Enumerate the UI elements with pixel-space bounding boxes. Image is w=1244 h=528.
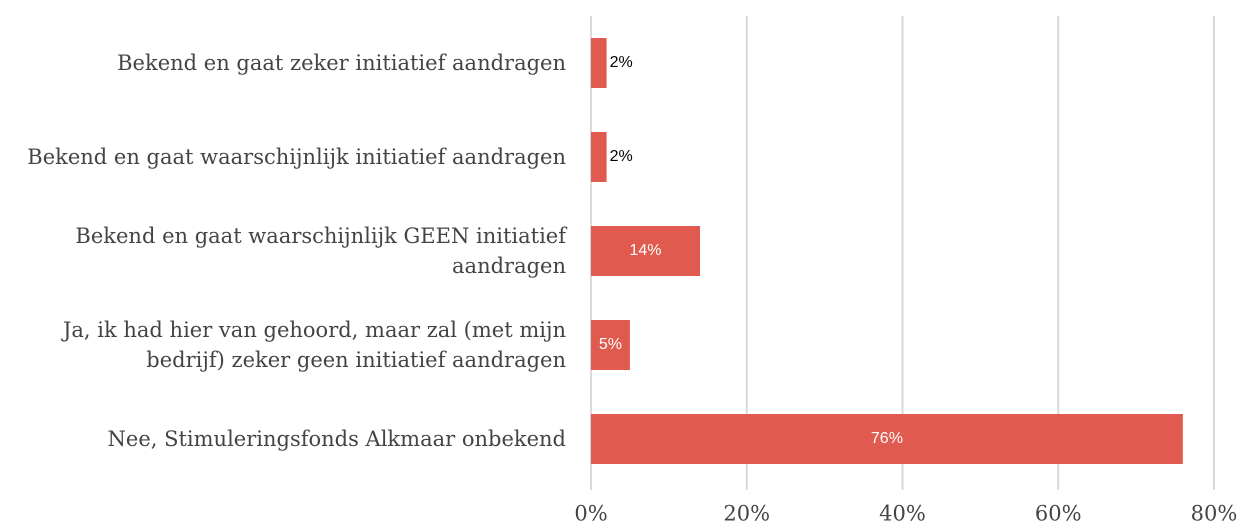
x-tick-label: 40%	[879, 502, 926, 526]
y-tick-label: Bekend en gaat waarschijnlijk GEEN initi…	[75, 224, 566, 278]
x-tick-label: 0%	[574, 502, 607, 526]
data-label: 2%	[610, 54, 633, 71]
data-label: 5%	[599, 336, 622, 353]
bar	[591, 38, 607, 88]
bar	[591, 414, 1183, 464]
y-tick-label: Nee, Stimuleringsfonds Alkmaar onbekend	[107, 427, 566, 451]
data-label: 76%	[871, 430, 903, 447]
y-tick-label: Ja, ik had hier van gehoord, maar zal (m…	[62, 318, 566, 372]
data-label: 2%	[610, 148, 633, 165]
data-label: 14%	[629, 242, 661, 259]
x-tick-label: 20%	[723, 502, 770, 526]
y-tick-label: Bekend en gaat zeker initiatief aandrage…	[117, 51, 566, 75]
bar	[591, 226, 701, 276]
x-tick-label: 60%	[1035, 502, 1082, 526]
y-tick-label: Bekend en gaat waarschijnlijk initiatief…	[27, 145, 566, 169]
bar	[591, 320, 630, 370]
bar	[591, 132, 607, 182]
x-tick-label: 80%	[1191, 502, 1238, 526]
